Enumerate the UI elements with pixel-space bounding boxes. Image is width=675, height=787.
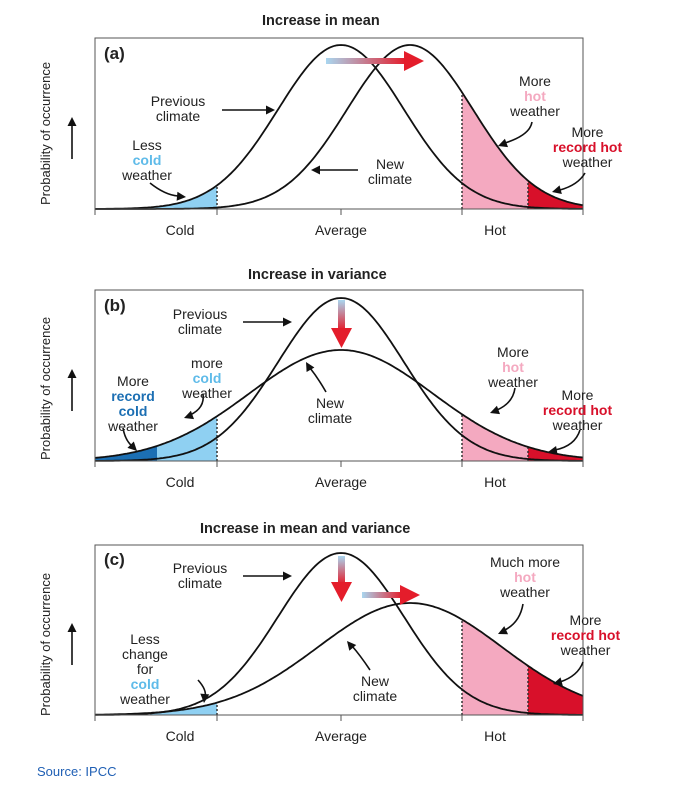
ptr [351, 645, 371, 671]
new-climate-curve-c [95, 602, 584, 716]
ptr [554, 429, 581, 451]
variance-arrowhead-b [331, 328, 352, 348]
hot-area-a [462, 92, 528, 209]
panel-frame-c [94, 544, 584, 716]
panel-b-more-cold: more cold weather [182, 355, 232, 401]
panel-frame-a [94, 37, 584, 210]
ptr [149, 182, 179, 197]
new-climate-curve-b [94, 349, 584, 459]
ptr-head [266, 105, 275, 115]
variance-arrow-c [338, 556, 345, 584]
ptr [189, 393, 205, 416]
y-axis-label-b: Probability of occurrence [38, 316, 53, 460]
mean-shift-arrow-c [362, 592, 402, 598]
ptr [504, 603, 524, 631]
record-hot-area-a [528, 180, 583, 209]
ptr-head [553, 677, 563, 687]
x-tick-label-hot: Hot [484, 474, 506, 490]
x-tick-label-average: Average [315, 474, 367, 490]
variance-arrowhead-c [331, 582, 352, 602]
ptr [559, 661, 584, 683]
panel-b-title: Increase in variance [248, 267, 387, 283]
x-tick-label-average: Average [315, 728, 367, 744]
x-tick-label-cold: Cold [165, 222, 195, 238]
panel-a-less-cold: Less cold weather [122, 137, 172, 183]
ptr-head [283, 317, 292, 327]
panel-c-title: Increase in mean and variance [200, 521, 411, 537]
y-up-arrowhead-c [67, 623, 77, 632]
ptr-head [200, 693, 210, 703]
record-cold-area-b [95, 446, 157, 461]
panel-a-title: Increase in mean [262, 13, 380, 29]
ptr-head [548, 446, 558, 455]
panel-a-previous-climate: Previous climate [150, 93, 206, 124]
ptr-head [311, 165, 320, 175]
mean-shift-arrowhead-a [404, 51, 424, 71]
ptr-head [283, 571, 292, 581]
panel-a-more-hot: More hot weather [510, 73, 560, 119]
x-tick-label-hot: Hot [484, 222, 506, 238]
cold-area-b [157, 416, 217, 461]
panel-a-record-hot: More record hot weather [552, 124, 623, 170]
y-up-arrowhead-a [67, 117, 77, 126]
panel-c-label: (c) [104, 550, 125, 569]
panel-c-previous-climate: Previous climate [172, 560, 228, 591]
panel-c-record-hot: More record hot weather [550, 612, 621, 658]
panel-c-new-climate: New climate [352, 673, 398, 704]
ptr-head [347, 641, 357, 651]
record-hot-area-c [528, 665, 583, 715]
hot-area-c [462, 619, 528, 715]
panel-b-record-cold: More record cold weather [108, 373, 158, 434]
panel-c-less-change-cold: Less change for cold weather [120, 631, 170, 707]
ptr-head [306, 362, 315, 373]
ptr [309, 367, 327, 393]
ptr-head [184, 410, 194, 420]
panel-b-label: (b) [104, 296, 126, 315]
previous-climate-curve-a [95, 44, 583, 210]
ptr-head [498, 138, 508, 148]
panel-b-more-hot: More hot weather [488, 344, 538, 390]
panel-c-much-more-hot: Much more hot weather [489, 554, 561, 600]
x-tick-label-cold: Cold [165, 728, 195, 744]
x-tick-label-hot: Hot [484, 728, 506, 744]
panel-a-new-climate: New climate [367, 156, 413, 187]
ptr [504, 121, 533, 144]
panel-b-record-hot: More record hot weather [542, 387, 613, 433]
ptr-head [490, 405, 500, 415]
y-up-arrowhead-b [67, 369, 77, 378]
source-caption: Source: IPCC [37, 764, 117, 779]
panel-a-label: (a) [104, 44, 125, 63]
previous-climate-curve-b [95, 297, 583, 462]
panel-b-new-climate: New climate [307, 395, 353, 426]
cold-area-a [150, 185, 217, 209]
ptr-head [127, 441, 137, 451]
ptr-head [552, 185, 562, 195]
x-tick-label-average: Average [315, 222, 367, 238]
ptr [496, 387, 516, 411]
ptr [559, 172, 586, 191]
hot-area-b [462, 414, 528, 461]
mean-shift-arrow-a [326, 58, 406, 64]
panel-b-previous-climate: Previous climate [172, 306, 228, 337]
x-tick-label-cold: Cold [165, 474, 195, 490]
y-axis-label-a: Probability of occurrence [38, 61, 53, 205]
ptr-head [176, 191, 186, 201]
ptr-head [498, 626, 509, 635]
mean-shift-arrowhead-c [400, 585, 420, 605]
variance-arrow-b [338, 300, 345, 330]
y-axis-label-c: Probability of occurrence [38, 572, 53, 716]
panel-frame-b [94, 289, 584, 462]
